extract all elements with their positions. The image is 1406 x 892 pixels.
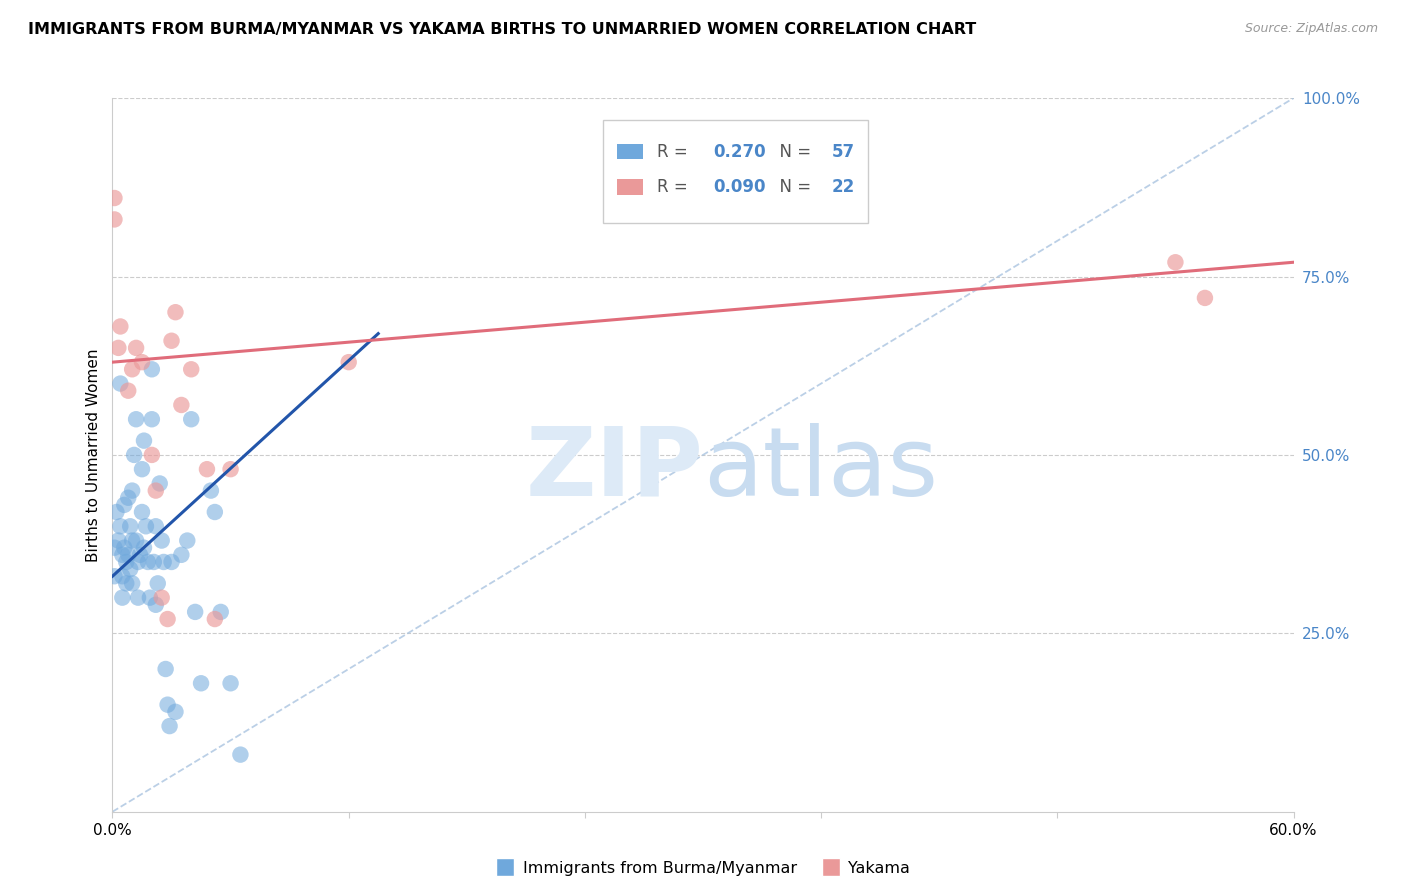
Y-axis label: Births to Unmarried Women: Births to Unmarried Women [86, 348, 101, 562]
Point [145, 598, 167, 612]
Point [146, 576, 169, 591]
Point [229, 747, 252, 762]
Text: Source: ZipAtlas.com: Source: ZipAtlas.com [1244, 22, 1378, 36]
Text: atlas: atlas [703, 423, 938, 516]
Point [117, 491, 139, 505]
Point [107, 341, 129, 355]
Point [111, 548, 134, 562]
Point [150, 533, 173, 548]
Point [204, 612, 226, 626]
Point [103, 541, 125, 555]
Point [111, 569, 134, 583]
Point [190, 676, 212, 690]
Text: IMMIGRANTS FROM BURMA/MYANMAR VS YAKAMA BIRTHS TO UNMARRIED WOMEN CORRELATION CH: IMMIGRANTS FROM BURMA/MYANMAR VS YAKAMA … [28, 22, 976, 37]
Point [184, 605, 207, 619]
Point [110, 319, 132, 334]
Point [121, 483, 143, 498]
Point [115, 555, 138, 569]
Point [145, 483, 167, 498]
Point [131, 462, 153, 476]
Legend: Immigrants from Burma/Myanmar, Yakama: Immigrants from Burma/Myanmar, Yakama [489, 855, 917, 882]
Text: 22: 22 [832, 178, 855, 196]
Point [160, 334, 183, 348]
Point [103, 191, 125, 205]
Point [122, 448, 145, 462]
Text: 57: 57 [832, 143, 855, 161]
Text: R =: R = [657, 143, 693, 161]
Point [129, 548, 152, 562]
Point [156, 698, 179, 712]
Text: N =: N = [769, 143, 817, 161]
Point [150, 591, 173, 605]
Point [117, 548, 139, 562]
Point [170, 398, 193, 412]
Point [141, 362, 163, 376]
Point [127, 555, 149, 569]
Point [121, 362, 143, 376]
Point [117, 384, 139, 398]
Point [1194, 291, 1216, 305]
Point [209, 605, 232, 619]
Point [145, 519, 167, 533]
FancyBboxPatch shape [617, 179, 643, 195]
FancyBboxPatch shape [603, 120, 869, 223]
Point [160, 555, 183, 569]
Point [127, 591, 149, 605]
Point [180, 412, 202, 426]
Point [115, 576, 138, 591]
Point [125, 341, 148, 355]
Point [170, 548, 193, 562]
Point [136, 555, 159, 569]
Point [132, 434, 155, 448]
Point [165, 705, 187, 719]
Point [165, 305, 187, 319]
Point [132, 541, 155, 555]
Point [149, 476, 172, 491]
Point [120, 562, 142, 576]
Point [176, 533, 198, 548]
Point [121, 576, 143, 591]
Point [112, 498, 135, 512]
Point [107, 533, 129, 548]
Point [142, 555, 165, 569]
Point [111, 591, 134, 605]
Point [105, 505, 128, 519]
Point [141, 412, 163, 426]
Point [219, 676, 242, 690]
Point [131, 355, 153, 369]
Point [125, 533, 148, 548]
FancyBboxPatch shape [617, 144, 643, 160]
Point [152, 555, 174, 569]
Point [120, 519, 142, 533]
Point [112, 541, 135, 555]
Point [110, 376, 132, 391]
Point [219, 462, 242, 476]
Point [121, 533, 143, 548]
Point [180, 362, 202, 376]
Point [103, 569, 125, 583]
Text: ZIP: ZIP [524, 423, 703, 516]
Point [204, 505, 226, 519]
Point [337, 355, 360, 369]
Point [200, 483, 222, 498]
Point [135, 519, 157, 533]
Text: 0.090: 0.090 [714, 178, 766, 196]
Point [139, 591, 162, 605]
Point [1164, 255, 1187, 269]
Point [195, 462, 218, 476]
Text: N =: N = [769, 178, 817, 196]
Point [125, 412, 148, 426]
Text: 0.270: 0.270 [714, 143, 766, 161]
Point [159, 719, 181, 733]
Text: R =: R = [657, 178, 693, 196]
Point [155, 662, 177, 676]
Point [110, 519, 132, 533]
Point [103, 212, 125, 227]
Point [131, 505, 153, 519]
Point [141, 448, 163, 462]
Point [156, 612, 179, 626]
